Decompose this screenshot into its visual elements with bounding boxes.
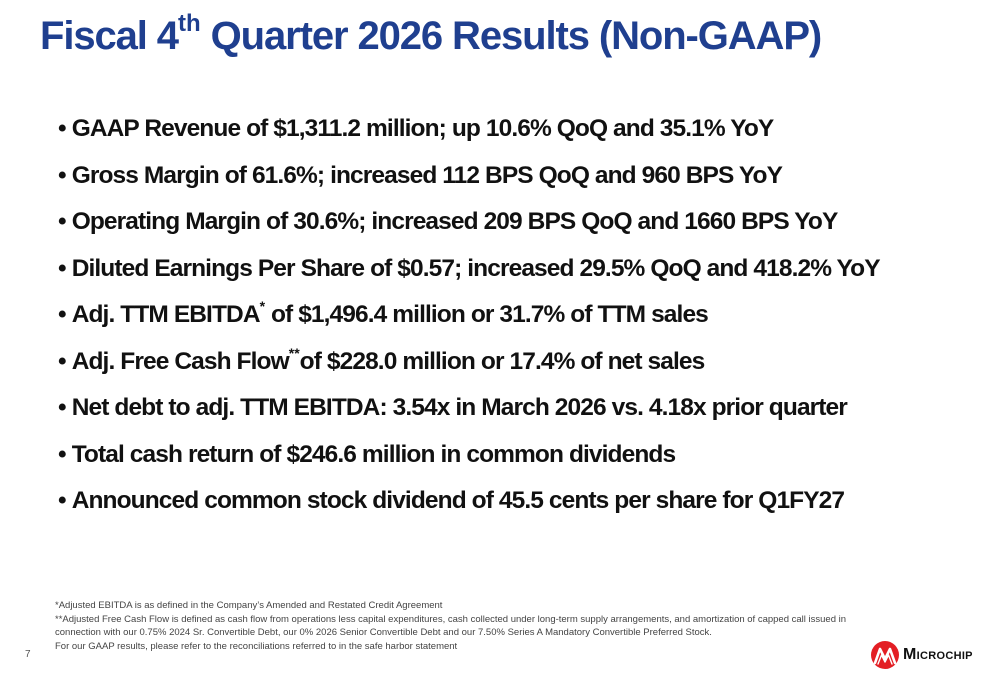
bullet-gross-margin: • Gross Margin of 61.6%; increased 112 BP…	[58, 153, 880, 200]
bullet-dot: •	[58, 208, 67, 235]
bullet-dividend: • Announced common stock dividend of 45.5…	[58, 478, 880, 525]
bullet-text: Net debt to adj. TTM EBITDA: 3.54x in Ma…	[71, 394, 848, 421]
footnote-free-cash-flow-cont: connection with our 0.75% 2024 Sr. Conve…	[55, 627, 712, 638]
bullet-text-post: of $228.0 million or 17.4% of net sales	[299, 347, 706, 375]
bullet-text-pre: Adj. Free Cash Flow	[71, 347, 290, 375]
footnote-gaap: For our GAAP results, please refer to th…	[55, 640, 458, 652]
bullet-total-cash-return: • Total cash return of $246.6 million in …	[58, 432, 880, 479]
bullet-dot: •	[58, 487, 67, 514]
footnotes: *Adjusted EBITDA is as defined in the Co…	[55, 599, 855, 653]
bullet-adj-ttm-ebitda: • Adj. TTM EBITDA* of $1,496.4 million or…	[58, 292, 880, 339]
bullet-dot: •	[58, 115, 67, 142]
bullet-operating-margin: • Operating Margin of 30.6%; increased 20…	[58, 199, 880, 246]
bullet-text: GAAP Revenue of $1,311.2 million; up 10.…	[71, 115, 775, 142]
bullet-text: Gross Margin of 61.6%; increased 112 BPS…	[71, 161, 783, 189]
bullet-gaap-revenue: • GAAP Revenue of $1,311.2 million; up 10…	[58, 106, 880, 153]
bullet-dot: •	[58, 161, 67, 189]
bullet-dot: •	[58, 394, 67, 421]
page-title: Fiscal 4th Quarter 2026 Results (Non-GAA…	[40, 12, 823, 59]
bullet-text: Operating Margin of 30.6%; increased 209…	[71, 208, 839, 235]
bullet-text: Diluted Earnings Per Share of $0.57; inc…	[71, 254, 881, 282]
bullet-adj-free-cash-flow: • Adj. Free Cash Flow**of $228.0 million …	[58, 339, 880, 386]
bullet-net-debt: • Net debt to adj. TTM EBITDA: 3.54x in M…	[58, 385, 880, 432]
bullet-dot: •	[58, 301, 67, 328]
bullet-text: Announced common stock dividend of 45.5 …	[71, 487, 845, 514]
footnote-free-cash-flow: **Adjusted Free Cash Flow is defined as …	[55, 613, 847, 625]
title-text-post: Quarter 2026 Results (Non-GAAP)	[200, 14, 823, 58]
bullet-text: Total cash return of $246.6 million in c…	[71, 440, 676, 468]
bullet-dot: •	[58, 254, 67, 282]
footnote-marker: *	[259, 298, 266, 314]
microchip-logo: Microchip	[870, 640, 973, 670]
title-superscript: th	[177, 10, 201, 37]
page-number: 7	[25, 649, 31, 660]
logo-wordmark: Microchip	[903, 646, 973, 663]
results-bullet-list: • GAAP Revenue of $1,311.2 million; up 10…	[58, 106, 881, 525]
bullet-text-post: of $1,496.4 million or 31.7% of TTM sale…	[265, 301, 709, 328]
title-text-pre: Fiscal 4	[40, 14, 179, 58]
bullet-text-pre: Adj. TTM EBITDA	[71, 301, 261, 328]
footnote-ebitda: *Adjusted EBITDA is as defined in the Co…	[55, 600, 443, 611]
bullet-dot: •	[58, 347, 67, 375]
bullet-dot: •	[58, 440, 67, 468]
footnote-marker: **	[288, 344, 300, 361]
bullet-diluted-eps: • Diluted Earnings Per Share of $0.57; in…	[58, 246, 881, 293]
microchip-logo-icon	[871, 641, 899, 669]
